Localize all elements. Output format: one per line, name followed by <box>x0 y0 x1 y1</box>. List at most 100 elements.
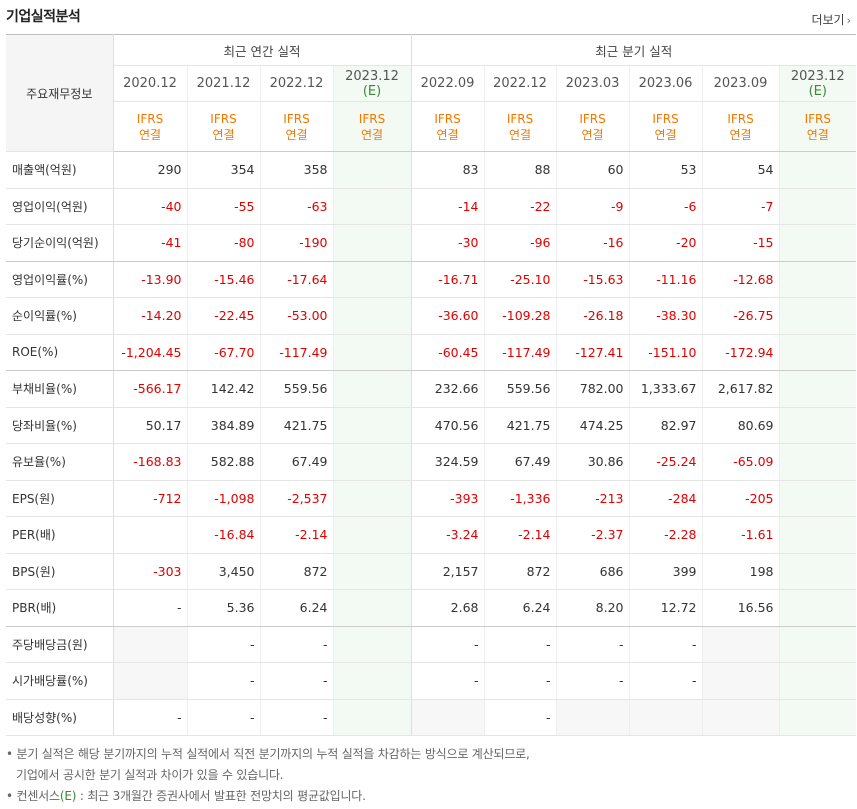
value-cell: -13.90 <box>113 261 188 298</box>
value-cell: -65.09 <box>702 443 780 481</box>
value-cell: 8.20 <box>556 589 630 627</box>
value-cell: -1.61 <box>702 516 780 554</box>
value-cell: -127.41 <box>556 334 630 371</box>
ifrs-label: IFRS <box>506 111 534 126</box>
value-cell: -38.30 <box>629 297 703 335</box>
value-cell: 384.89 <box>187 407 261 444</box>
value-cell <box>556 699 630 736</box>
value-cell: 290 <box>113 151 188 189</box>
value-cell: -26.75 <box>702 297 780 335</box>
value-cell: 686 <box>556 553 630 590</box>
table-row: 영업이익(억원) -40 -55 -63 -14 -22 -9 -6 -7 <box>6 188 857 225</box>
value-cell: 50.17 <box>113 407 188 444</box>
value-cell: -205 <box>702 480 780 517</box>
value-cell <box>333 334 412 371</box>
value-cell: -67.70 <box>187 334 261 371</box>
period-header: 2023.09 <box>702 65 780 102</box>
value-cell: -117.49 <box>484 334 557 371</box>
value-cell <box>779 699 857 736</box>
value-cell: 872 <box>260 553 334 590</box>
value-cell: -1,098 <box>187 480 261 517</box>
value-cell: -16.84 <box>187 516 261 554</box>
period-header: 2022.09 <box>411 65 485 102</box>
period-label: 2023.12 <box>345 68 399 84</box>
value-cell: -26.18 <box>556 297 630 335</box>
table-row: BPS(원) -303 3,450 872 2,157 872 686 399 198 <box>6 553 857 590</box>
value-cell: 2,157 <box>411 553 485 590</box>
value-cell: 358 <box>260 151 334 189</box>
estimate-mark: (E) <box>808 83 827 99</box>
value-cell: -15.46 <box>187 261 261 298</box>
value-cell: -109.28 <box>484 297 557 335</box>
consolidated-label: 연결 <box>654 127 677 142</box>
ifrs-header: IFRS 연결 <box>484 101 557 152</box>
value-cell <box>333 407 412 444</box>
value-cell: - <box>629 626 703 663</box>
table-row: 당기순이익(억원) -41 -80 -190 -30 -96 -16 -20 -15 <box>6 224 857 262</box>
value-cell: - <box>187 699 261 736</box>
value-cell: -22 <box>484 188 557 225</box>
table-row: 유보율(%) -168.83 582.88 67.49 324.59 67.49 30.86… <box>6 443 857 481</box>
value-cell: -55 <box>187 188 261 225</box>
value-cell: -712 <box>113 480 188 517</box>
value-cell: 82.97 <box>629 407 703 444</box>
value-cell: - <box>556 662 630 700</box>
period-header: 2023.06 <box>629 65 703 102</box>
value-cell: 1,333.67 <box>629 370 703 408</box>
value-cell: -12.68 <box>702 261 780 298</box>
value-cell: 54 <box>702 151 780 189</box>
value-cell: -213 <box>556 480 630 517</box>
value-cell: 2.68 <box>411 589 485 627</box>
chevron-right-icon: › <box>846 14 851 27</box>
value-cell <box>702 626 780 663</box>
value-cell: 782.00 <box>556 370 630 408</box>
value-cell <box>113 516 188 554</box>
value-cell: -151.10 <box>629 334 703 371</box>
value-cell: 83 <box>411 151 485 189</box>
value-cell: 2,617.82 <box>702 370 780 408</box>
row-label: ROE(%) <box>6 334 114 371</box>
value-cell <box>779 662 857 700</box>
value-cell: 324.59 <box>411 443 485 481</box>
value-cell: -36.60 <box>411 297 485 335</box>
table-row: PBR(배) -5.36 6.24 2.68 6.24 8.20 12.72 16.56 <box>6 589 857 627</box>
value-cell <box>113 662 188 700</box>
value-cell <box>779 626 857 663</box>
value-cell <box>779 224 857 262</box>
table-row: 당좌비율(%) 50.17 384.89 421.75 470.56 421.75 474.… <box>6 407 857 444</box>
value-cell <box>779 443 857 481</box>
row-label: 시가배당률(%) <box>6 662 114 700</box>
value-cell: -3.24 <box>411 516 485 554</box>
value-cell <box>333 261 412 298</box>
value-cell: - <box>187 662 261 700</box>
value-cell: 53 <box>629 151 703 189</box>
value-cell <box>779 297 857 335</box>
value-cell <box>779 188 857 225</box>
more-label: 더보기 <box>811 13 845 27</box>
ifrs-label: IFRS <box>283 111 310 126</box>
table-row: 주당배당금(원) - - - - - - <box>6 626 857 663</box>
value-cell <box>702 662 780 700</box>
note-1-text: 분기 실적은 해당 분기까지의 누적 실적에서 직전 분기까지의 누적 실적을 … <box>16 747 530 761</box>
value-cell: - <box>484 699 557 736</box>
row-label: 영업이익(억원) <box>6 188 114 225</box>
value-cell: -2.28 <box>629 516 703 554</box>
more-link[interactable]: 더보기 › <box>811 11 851 28</box>
value-cell: -63 <box>260 188 334 225</box>
value-cell: -11.16 <box>629 261 703 298</box>
value-cell <box>629 699 703 736</box>
value-cell: 12.72 <box>629 589 703 627</box>
ifrs-header: IFRS 연결 <box>779 101 857 152</box>
row-label: 당기순이익(억원) <box>6 224 114 262</box>
ifrs-header: IFRS 연결 <box>260 101 334 152</box>
value-cell <box>333 626 412 663</box>
value-cell: 421.75 <box>484 407 557 444</box>
value-cell <box>333 188 412 225</box>
value-cell: -7 <box>702 188 780 225</box>
value-cell <box>333 516 412 554</box>
value-cell: -40 <box>113 188 188 225</box>
consolidated-label: 연결 <box>806 127 829 142</box>
value-cell: -15.63 <box>556 261 630 298</box>
value-cell: 67.49 <box>260 443 334 481</box>
ifrs-label: IFRS <box>727 111 754 126</box>
